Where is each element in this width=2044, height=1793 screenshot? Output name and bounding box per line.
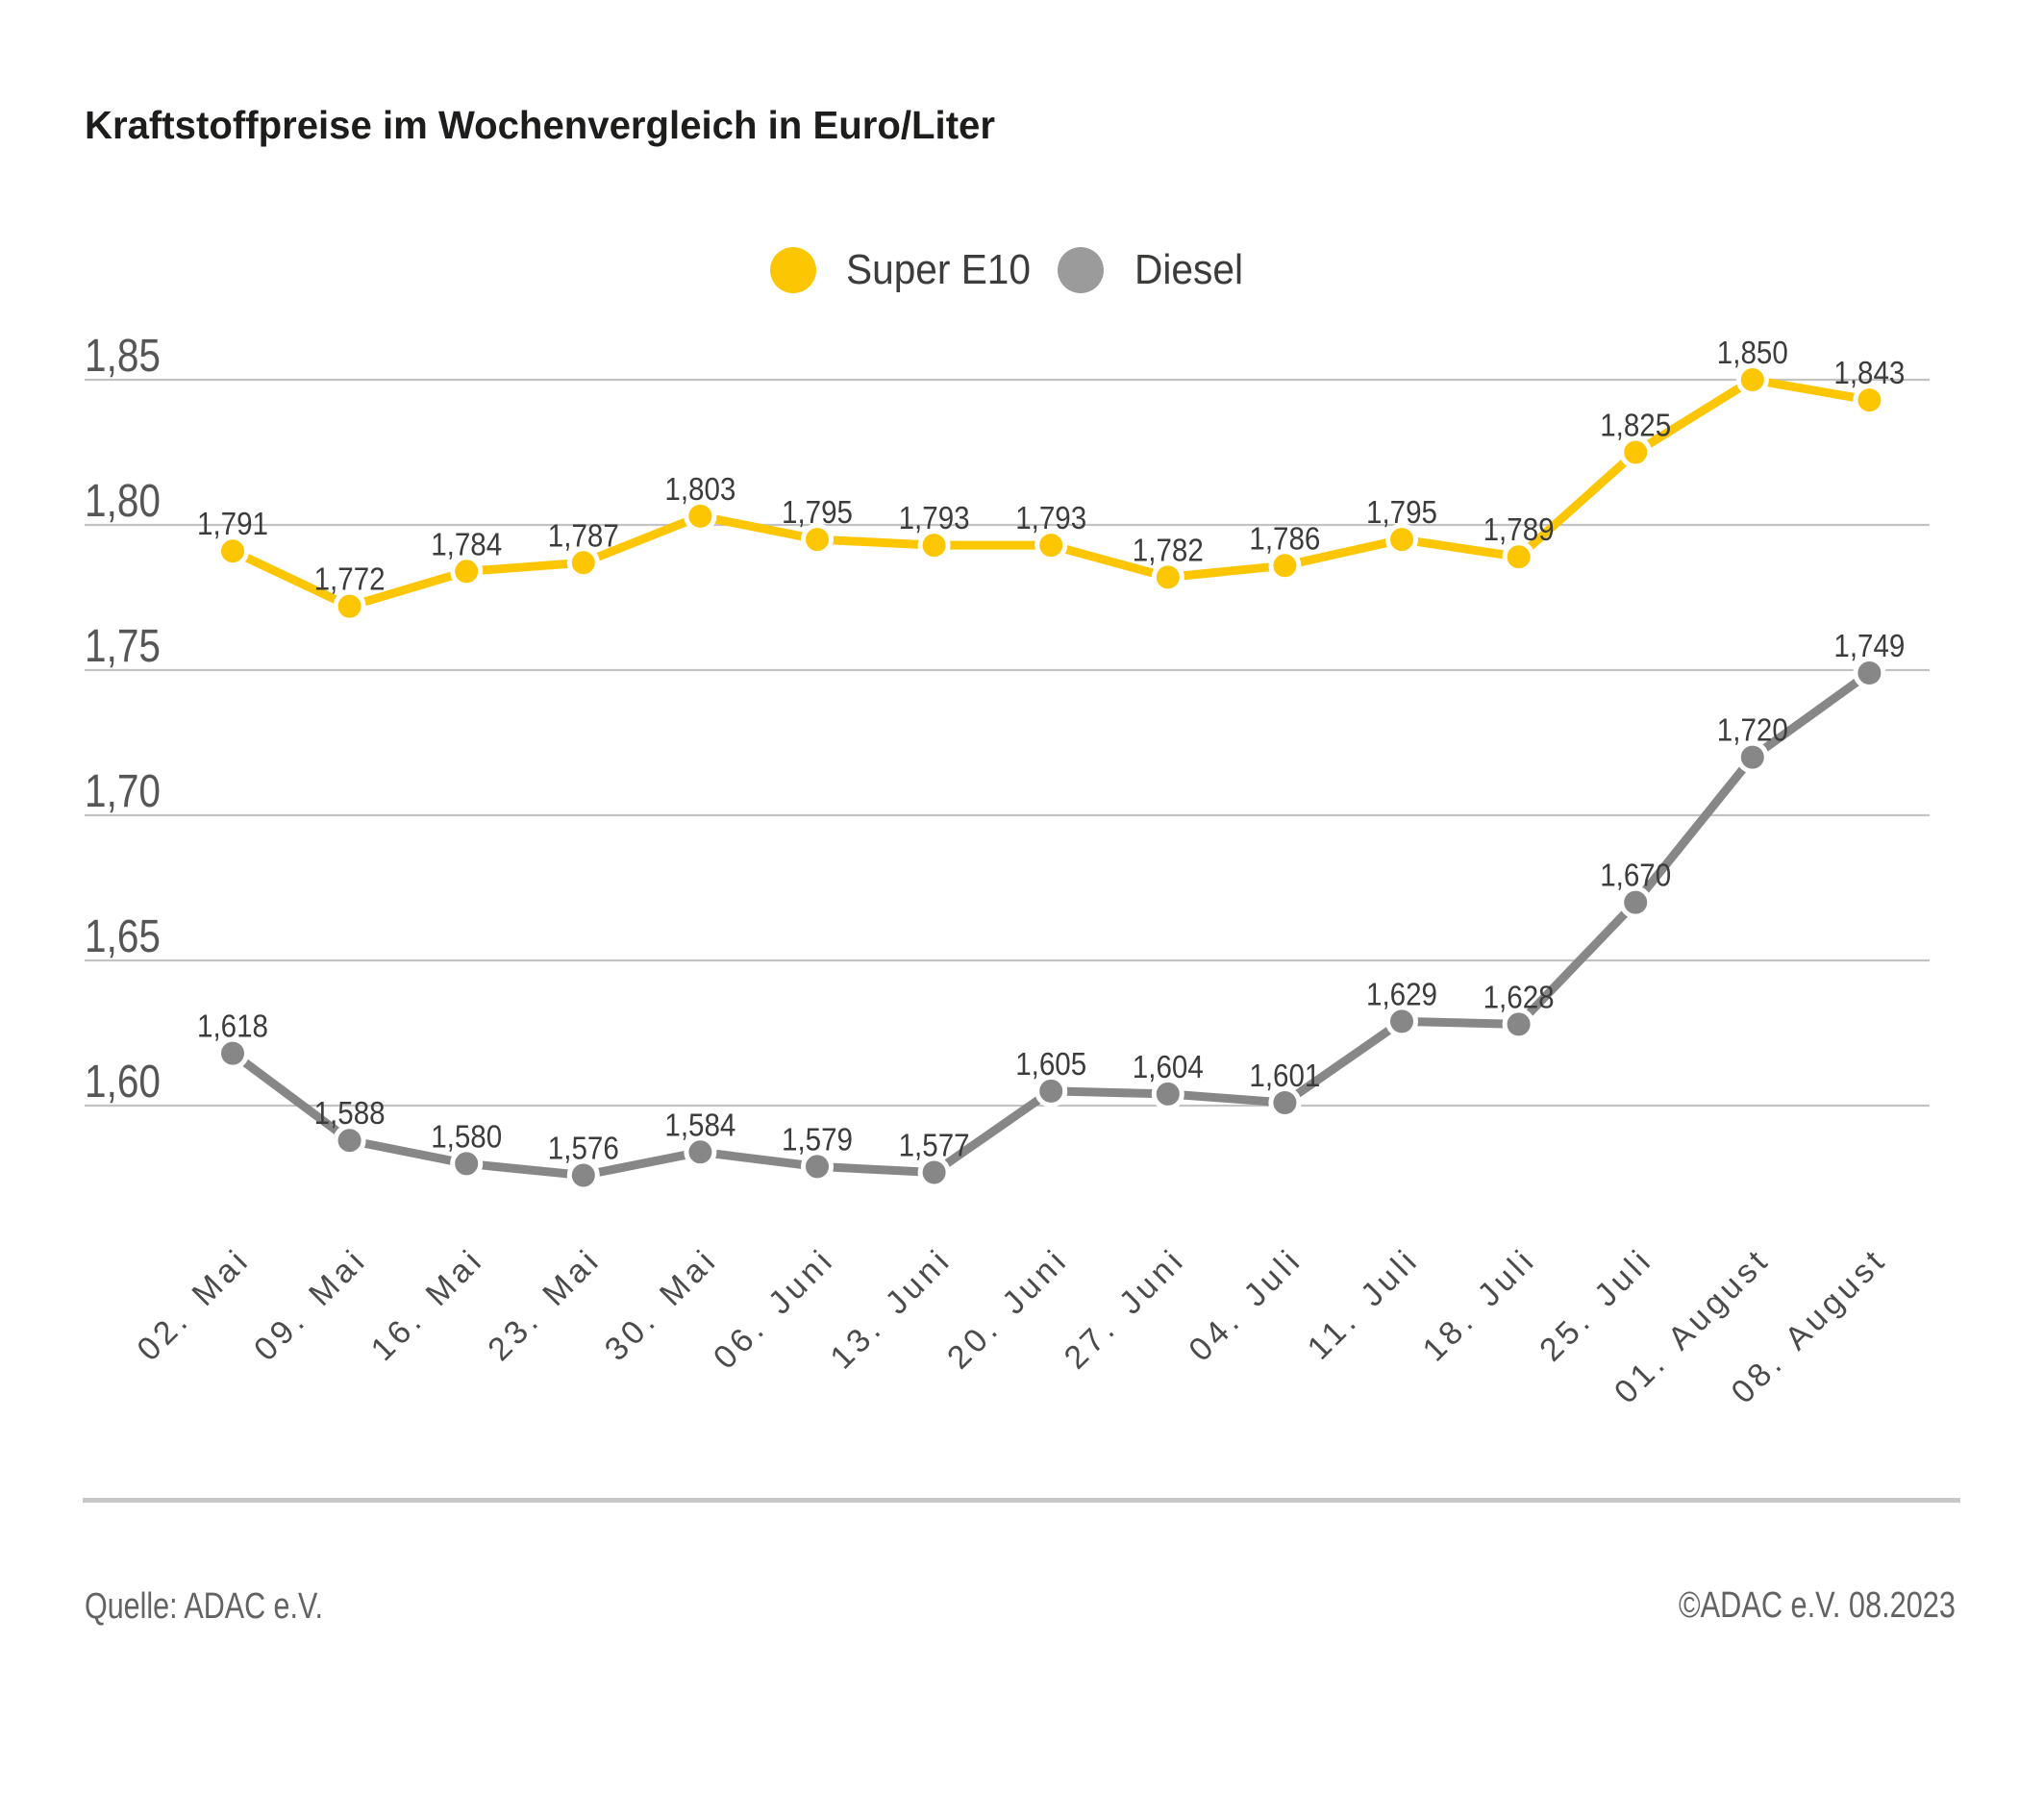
svg-text:1,803: 1,803 bbox=[664, 471, 735, 507]
svg-text:1,629: 1,629 bbox=[1366, 976, 1437, 1011]
svg-text:1,749: 1,749 bbox=[1833, 628, 1905, 663]
svg-text:1,850: 1,850 bbox=[1717, 335, 1788, 370]
svg-text:1,786: 1,786 bbox=[1249, 520, 1320, 556]
svg-text:1,787: 1,787 bbox=[548, 517, 619, 553]
svg-text:1,618: 1,618 bbox=[197, 1009, 268, 1044]
svg-text:©ADAC e.V. 08.2023: ©ADAC e.V. 08.2023 bbox=[1679, 1585, 1956, 1626]
svg-text:1,843: 1,843 bbox=[1833, 355, 1905, 390]
svg-text:1,601: 1,601 bbox=[1249, 1058, 1320, 1093]
svg-text:1,85: 1,85 bbox=[85, 331, 161, 382]
svg-text:1,793: 1,793 bbox=[899, 500, 970, 535]
svg-text:1,789: 1,789 bbox=[1483, 511, 1555, 547]
svg-text:1,784: 1,784 bbox=[431, 526, 502, 561]
svg-text:1,577: 1,577 bbox=[899, 1128, 970, 1163]
svg-text:Diesel: Diesel bbox=[1134, 246, 1243, 293]
svg-text:1,825: 1,825 bbox=[1600, 408, 1671, 443]
svg-text:1,793: 1,793 bbox=[1015, 500, 1086, 535]
svg-text:1,580: 1,580 bbox=[431, 1118, 502, 1154]
svg-text:1,772: 1,772 bbox=[314, 561, 386, 597]
svg-text:Kraftstoffpreise im Wochenverg: Kraftstoffpreise im Wochenvergleich in E… bbox=[85, 103, 995, 147]
svg-text:1,628: 1,628 bbox=[1483, 979, 1555, 1014]
svg-text:1,720: 1,720 bbox=[1717, 712, 1788, 748]
svg-text:1,70: 1,70 bbox=[85, 766, 161, 817]
svg-text:1,60: 1,60 bbox=[85, 1057, 161, 1108]
svg-text:1,75: 1,75 bbox=[85, 621, 161, 672]
svg-text:1,795: 1,795 bbox=[1366, 494, 1437, 530]
svg-text:1,782: 1,782 bbox=[1133, 532, 1204, 567]
svg-text:Quelle: ADAC e.V.: Quelle: ADAC e.V. bbox=[85, 1586, 323, 1627]
svg-text:1,670: 1,670 bbox=[1600, 858, 1671, 893]
svg-text:1,795: 1,795 bbox=[782, 494, 853, 530]
svg-text:1,80: 1,80 bbox=[85, 476, 161, 527]
svg-text:1,65: 1,65 bbox=[85, 911, 161, 962]
svg-text:1,584: 1,584 bbox=[664, 1107, 735, 1142]
svg-text:1,791: 1,791 bbox=[197, 506, 268, 541]
svg-text:1,576: 1,576 bbox=[548, 1131, 619, 1166]
svg-text:Super E10: Super E10 bbox=[846, 246, 1031, 293]
svg-text:1,605: 1,605 bbox=[1015, 1046, 1086, 1082]
svg-text:1,579: 1,579 bbox=[782, 1121, 853, 1157]
svg-text:1,604: 1,604 bbox=[1133, 1049, 1204, 1084]
svg-text:1,588: 1,588 bbox=[314, 1095, 386, 1131]
